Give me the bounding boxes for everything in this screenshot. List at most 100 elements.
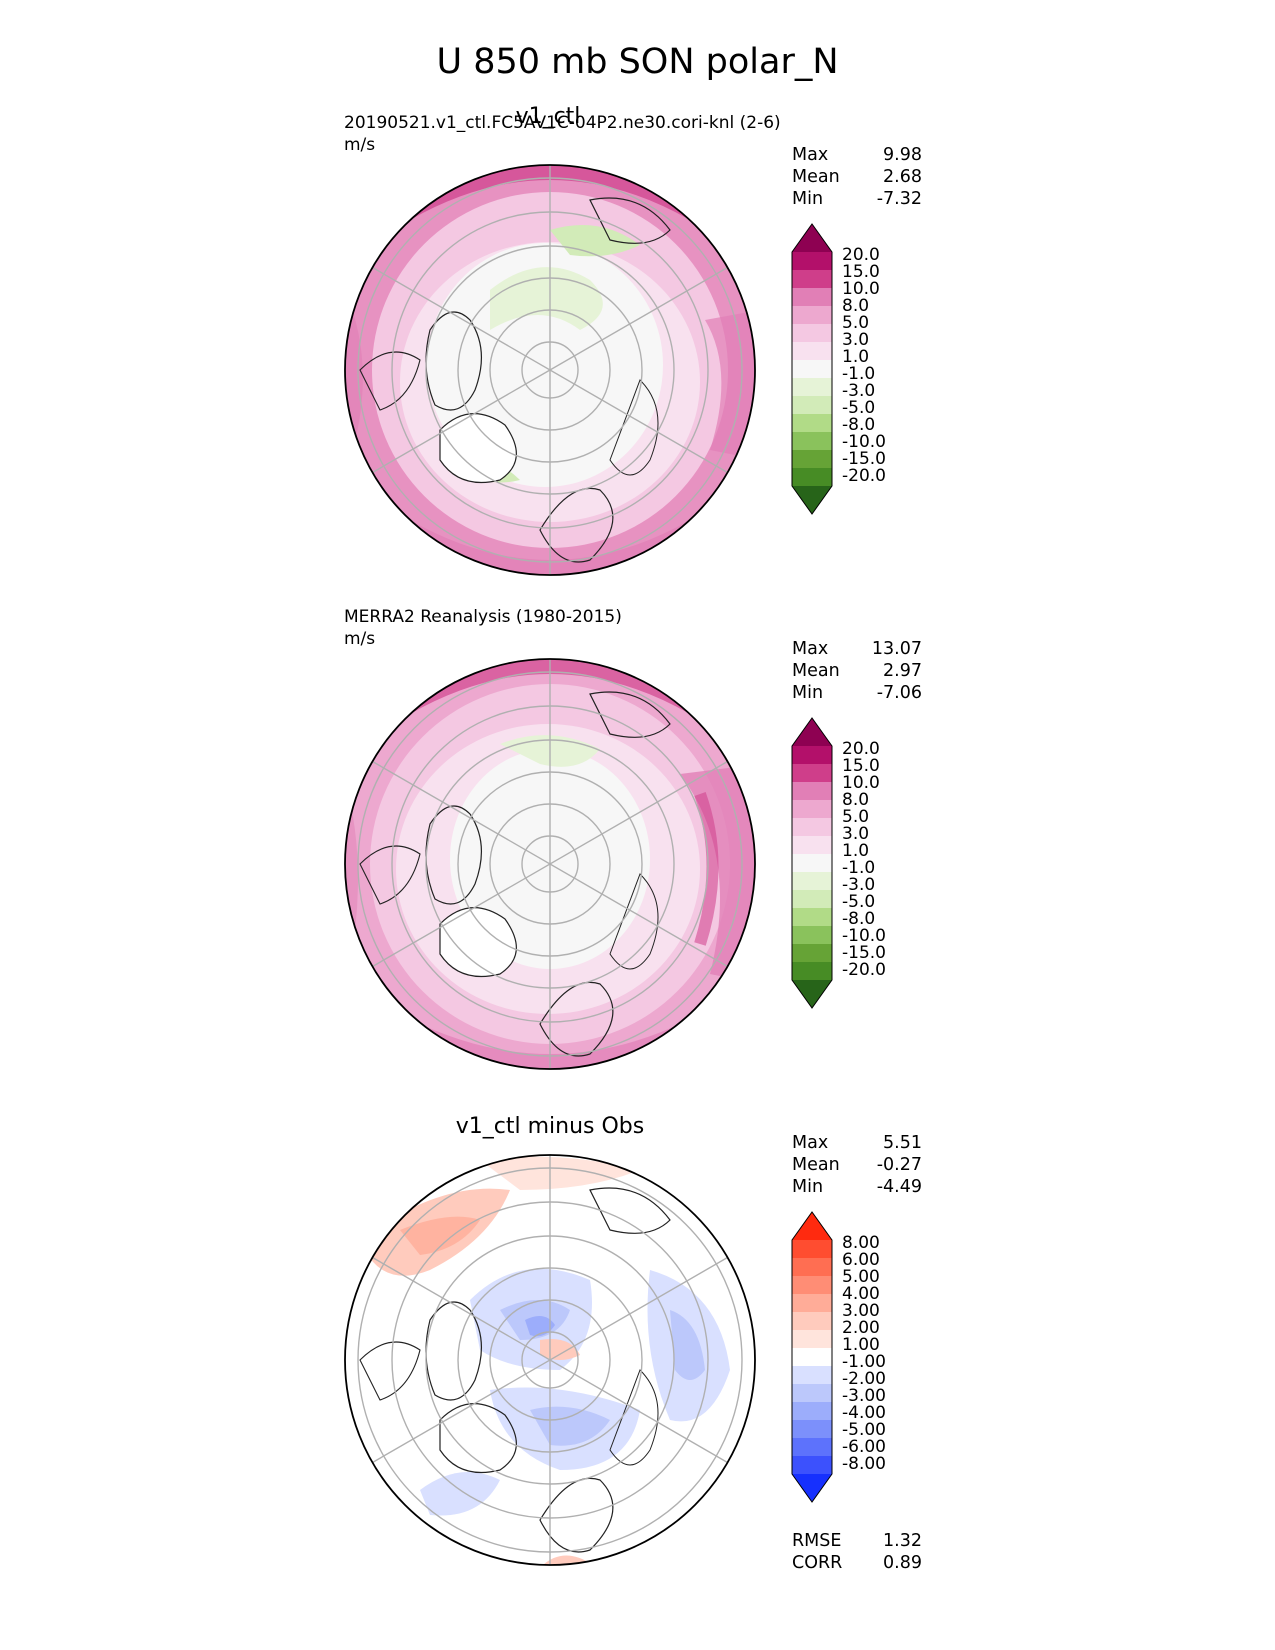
colorbar-tick: 5.0 <box>842 807 870 827</box>
colorbar-band <box>792 1438 832 1457</box>
stat-value: -4.49 <box>876 1177 922 1197</box>
colorbar-tick: 10.0 <box>842 773 880 793</box>
stat-label: Min <box>792 1177 824 1197</box>
stat-value: -7.32 <box>876 189 922 209</box>
colorbar-band <box>792 872 832 891</box>
colorbar-band <box>792 746 832 765</box>
colorbar-band <box>792 1330 832 1349</box>
colorbar-tick: 3.00 <box>842 1301 880 1321</box>
stat-row: Max 13.07 <box>792 638 922 660</box>
error-metrics-diff: RMSE 1.32 CORR 0.89 <box>792 1530 922 1574</box>
stat-row: CORR 0.89 <box>792 1552 922 1574</box>
colorbar-band <box>792 1366 832 1385</box>
colorbar-tick: 2.00 <box>842 1318 880 1338</box>
colorbar-band <box>792 1420 832 1439</box>
stat-label: CORR <box>792 1553 843 1573</box>
stat-value: 0.89 <box>883 1553 922 1573</box>
colorbar-band <box>792 908 832 927</box>
colorbar-band <box>792 1402 832 1421</box>
stat-label: Mean <box>792 661 840 681</box>
colorbar-extend-max <box>792 224 832 252</box>
colorbar-tick: 5.0 <box>842 313 870 333</box>
colorbar-tick: -3.0 <box>842 875 876 895</box>
stat-value: 5.51 <box>883 1133 922 1153</box>
colorbar-band <box>792 360 832 379</box>
colorbar-tick: -15.0 <box>842 943 886 963</box>
colorbar-ref <box>791 717 833 1009</box>
colorbar-tick: -5.0 <box>842 398 876 418</box>
colorbar-band <box>792 324 832 343</box>
panel-units-test: m/s <box>344 135 376 155</box>
colorbar-tick: -10.0 <box>842 432 886 452</box>
stats-test: Max 9.98 Mean 2.68 Min -7.32 <box>792 144 922 210</box>
colorbar-tick: -8.0 <box>842 909 876 929</box>
colorbar-tick: -5.00 <box>842 1420 886 1440</box>
colorbar-tick: -20.0 <box>842 466 886 486</box>
stat-label: Max <box>792 639 829 659</box>
stat-row: Max 9.98 <box>792 144 922 166</box>
stat-label: Min <box>792 683 824 703</box>
colorbar-band <box>792 1384 832 1403</box>
colorbar-test <box>791 223 833 515</box>
colorbar-labels-diff: 8.00 6.00 5.00 4.00 3.00 2.00 1.00 -1.00… <box>842 1235 886 1473</box>
colorbar-tick: -8.0 <box>842 415 876 435</box>
colorbar-band <box>792 800 832 819</box>
stat-label: RMSE <box>792 1531 842 1551</box>
colorbar-outline <box>791 717 833 1009</box>
colorbar-extend-min <box>792 1474 832 1502</box>
stat-value: 9.98 <box>883 145 922 165</box>
colorbar-outline <box>791 223 833 515</box>
colorbar-tick: 8.00 <box>842 1233 880 1253</box>
stat-row: RMSE 1.32 <box>792 1530 922 1552</box>
stat-row: Mean 2.68 <box>792 166 922 188</box>
stat-row: Min -7.06 <box>792 682 922 704</box>
polar-map-ref <box>344 658 756 1070</box>
panel-units-ref: m/s <box>344 629 376 649</box>
colorbar-tick: -5.0 <box>842 892 876 912</box>
stat-label: Max <box>792 1133 829 1153</box>
colorbar-tick: -6.00 <box>842 1437 886 1457</box>
colorbar-band <box>792 468 832 487</box>
colorbar-tick: 20.0 <box>842 739 880 759</box>
colorbar-tick: -1.00 <box>842 1352 886 1372</box>
stat-label: Max <box>792 145 829 165</box>
colorbar-tick: 4.00 <box>842 1284 880 1304</box>
stat-value: -0.27 <box>876 1155 922 1175</box>
colorbar-tick: -3.0 <box>842 381 876 401</box>
stat-label: Mean <box>792 167 840 187</box>
colorbar-band <box>792 854 832 873</box>
colorbar-diff <box>791 1211 833 1503</box>
stats-diff: Max 5.51 Mean -0.27 Min -4.49 <box>792 1132 922 1198</box>
colorbar-band <box>792 288 832 307</box>
figure-title: U 850 mb SON polar_N <box>436 42 839 82</box>
colorbar-tick: 3.0 <box>842 824 870 844</box>
stat-row: Max 5.51 <box>792 1132 922 1154</box>
colorbar-tick: -8.00 <box>842 1454 886 1474</box>
colorbar-band <box>792 1240 832 1259</box>
colorbar-band <box>792 1312 832 1331</box>
colorbar-outline <box>791 1211 833 1503</box>
stat-value: 1.32 <box>883 1531 922 1551</box>
colorbar-band <box>792 764 832 783</box>
colorbar-band <box>792 1456 832 1475</box>
panel-source-ref: MERRA2 Reanalysis (1980-2015) <box>344 607 622 627</box>
colorbar-tick: -1.0 <box>842 364 876 384</box>
colorbar-band <box>792 890 832 909</box>
colorbar-band <box>792 432 832 451</box>
colorbar-band <box>792 782 832 801</box>
colorbar-band <box>792 306 832 325</box>
colorbar-band <box>792 1276 832 1295</box>
colorbar-labels-ref: 20.0 15.0 10.0 8.0 5.0 3.0 1.0 -1.0 -3.0… <box>842 741 886 979</box>
stat-label: Min <box>792 189 824 209</box>
stat-value: 13.07 <box>871 639 922 659</box>
colorbar-labels-test: 20.0 15.0 10.0 8.0 5.0 3.0 1.0 -1.0 -3.0… <box>842 247 886 485</box>
colorbar-tick: 15.0 <box>842 756 880 776</box>
colorbar-band <box>792 818 832 837</box>
stat-row: Mean -0.27 <box>792 1154 922 1176</box>
colorbar-band <box>792 1348 832 1367</box>
colorbar-band <box>792 962 832 981</box>
colorbar-band <box>792 944 832 963</box>
colorbar-tick: 8.0 <box>842 296 870 316</box>
colorbar-extend-max <box>792 718 832 746</box>
polar-map-diff <box>344 1154 756 1566</box>
